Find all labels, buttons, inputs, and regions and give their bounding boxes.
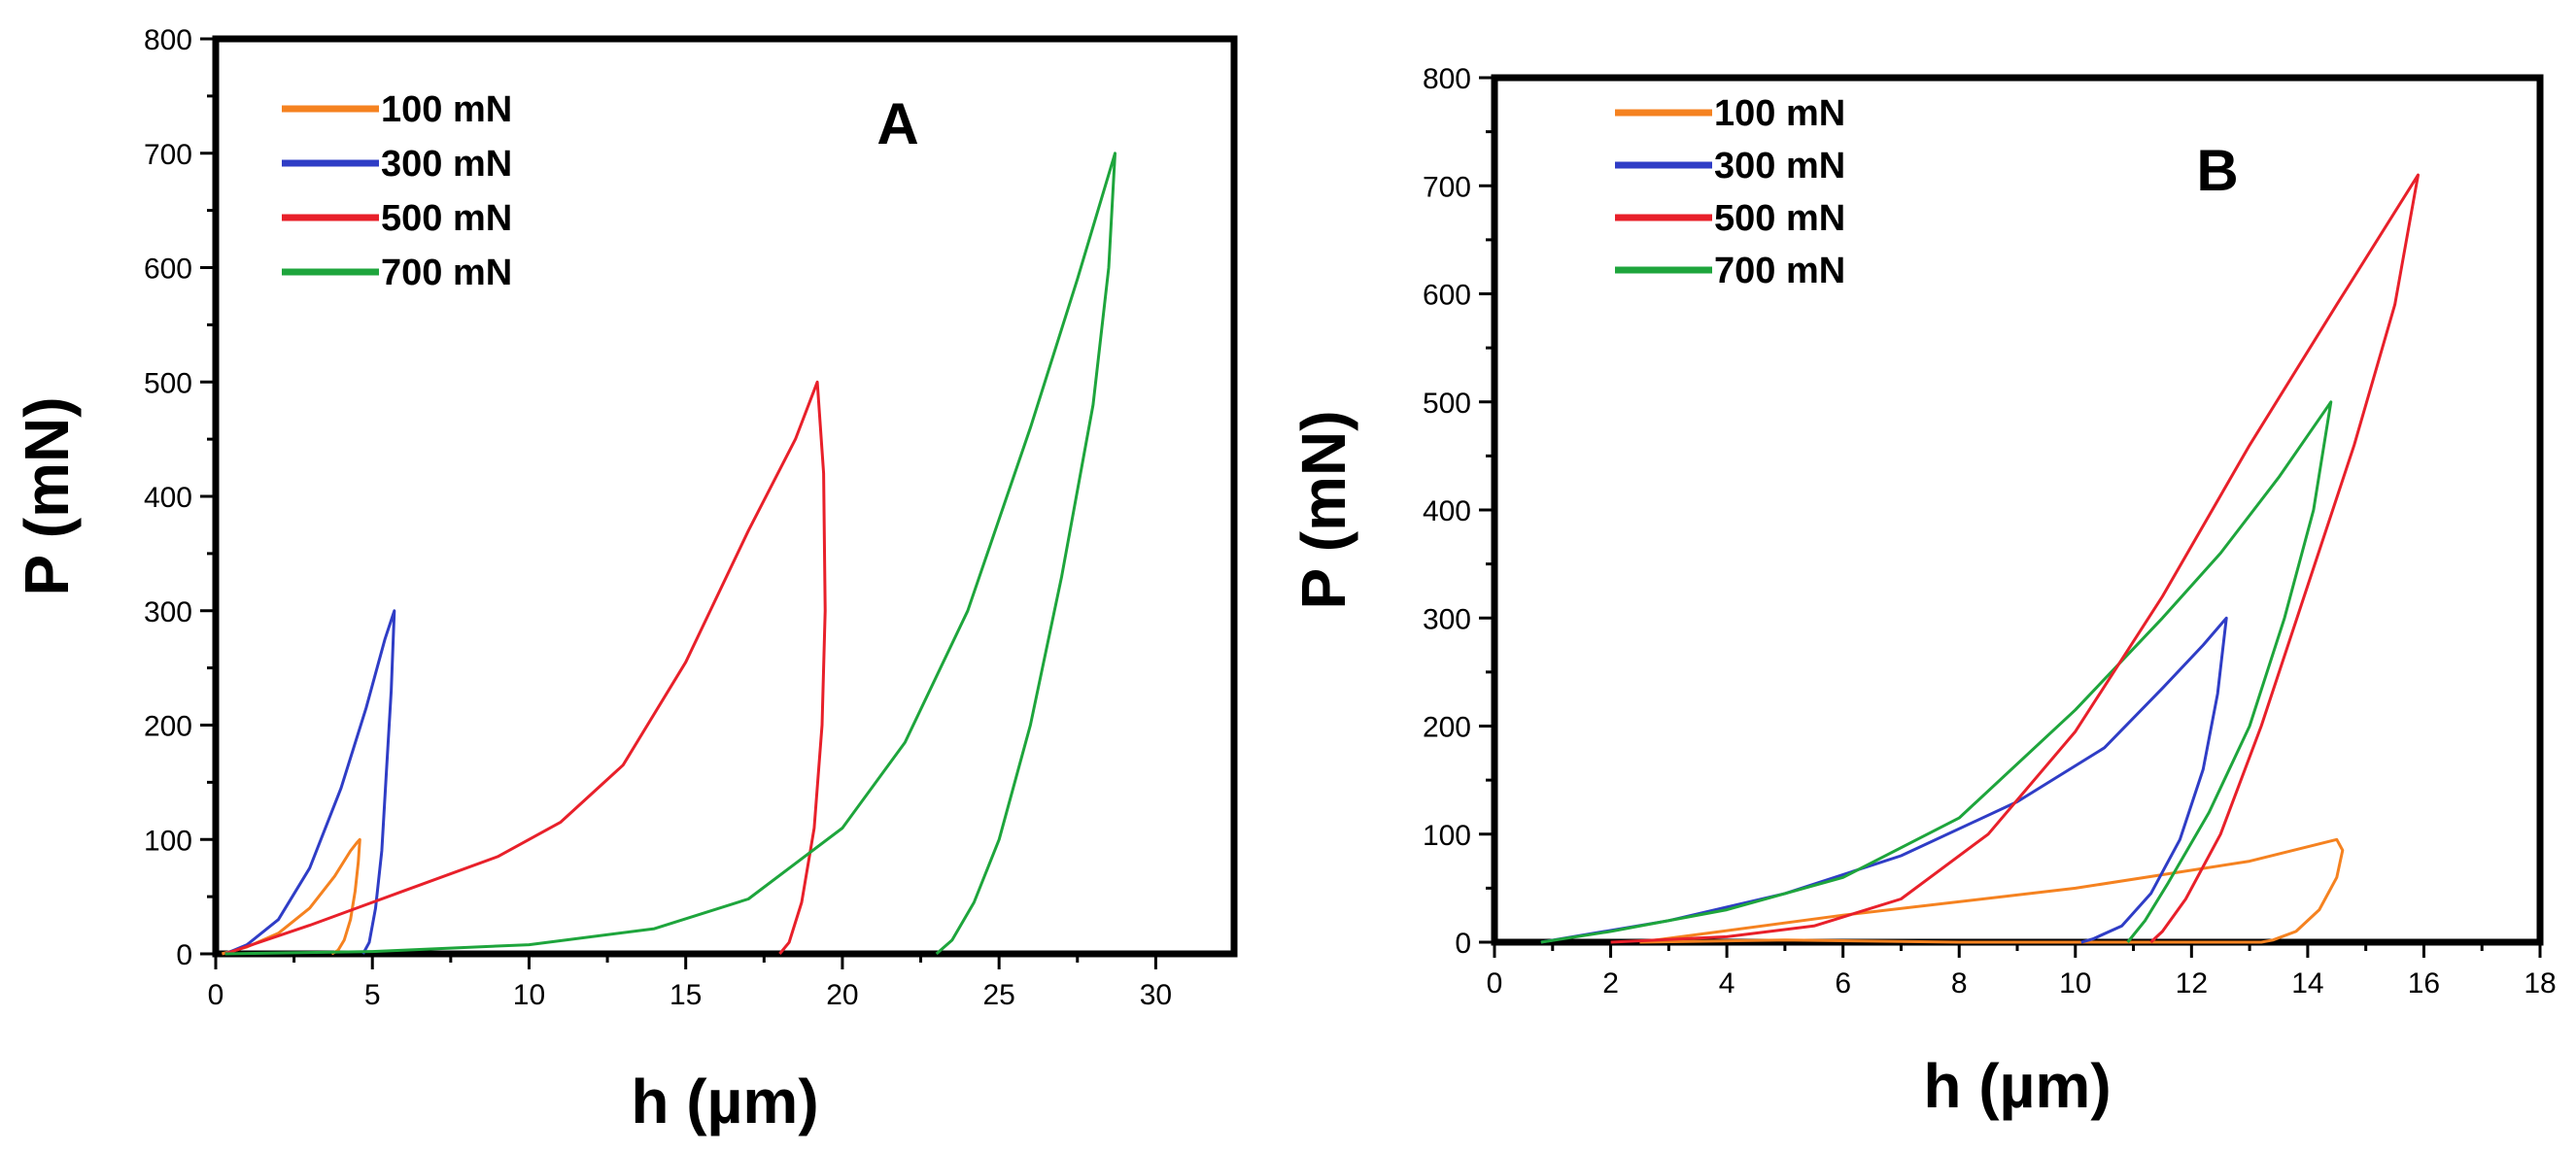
- series-line-100-mn: [1639, 837, 2345, 944]
- y-tick-label: 300: [1423, 603, 1471, 635]
- series-line-700-mn: [224, 152, 1116, 956]
- x-tick-label: 14: [2291, 967, 2323, 1000]
- x-tick-label: 12: [2176, 967, 2208, 1000]
- x-tick-label: 8: [1951, 967, 1968, 1000]
- plot-area-b: [1491, 74, 2544, 946]
- legend-b: 100 mN 300 mN 500 mN 700 mN: [1615, 93, 1845, 291]
- x-tick-label: 30: [1140, 979, 1172, 1011]
- y-tick-label: 200: [144, 711, 192, 743]
- y-tick-label: 500: [1423, 388, 1471, 420]
- panel-label-b: B: [2196, 138, 2238, 203]
- legend-label: 100 mN: [381, 89, 512, 130]
- y-tick-label: 400: [144, 482, 192, 514]
- y-axis-title-b: P (mN): [1288, 410, 1358, 609]
- x-tick-label: 2: [1602, 967, 1619, 1000]
- legend-label: 100 mN: [1714, 93, 1845, 134]
- y-tick-label: 100: [1423, 820, 1471, 852]
- x-tick-label: 0: [208, 979, 224, 1011]
- series-line-700-mn: [1610, 173, 2420, 944]
- chart-panel-b: 0 2 4 6 8 10 12 14 16 18 0 100 200 300 400 500 600 700 800…: [1288, 63, 2557, 1121]
- x-tick-label: 5: [364, 979, 381, 1011]
- y-tick-label: 200: [1423, 712, 1471, 744]
- series-line-100-mn: [222, 837, 361, 956]
- y-tick-label: 300: [144, 596, 192, 628]
- y-tick-label: 600: [1423, 280, 1471, 312]
- x-tick-label: 10: [2059, 967, 2091, 1000]
- y-tick-label: 400: [1423, 495, 1471, 527]
- series-line-300-mn: [224, 609, 396, 956]
- legend-label: 700 mN: [1714, 251, 1845, 291]
- y-tick-label: 0: [1455, 928, 1471, 960]
- legend-label: 300 mN: [381, 144, 512, 185]
- legend-label: 500 mN: [1714, 198, 1845, 239]
- y-tick-label: 800: [144, 24, 192, 56]
- y-tick-label: 100: [144, 825, 192, 857]
- legend-label: 700 mN: [381, 253, 512, 293]
- legend-label: 500 mN: [381, 198, 512, 239]
- x-tick-label: 25: [982, 979, 1014, 1011]
- x-axis-title-a: h (µm): [631, 1067, 818, 1136]
- y-tick-label: 600: [144, 254, 192, 286]
- x-tick-label: 4: [1719, 967, 1735, 1000]
- series-line-300-mn: [1540, 616, 2228, 944]
- x-tick-label: 18: [2524, 967, 2556, 1000]
- legend-label: 300 mN: [1714, 146, 1845, 186]
- x-tick-label: 0: [1487, 967, 1503, 1000]
- y-tick-label: 0: [176, 939, 192, 971]
- x-axis-title-b: h (µm): [1923, 1051, 2111, 1121]
- panel-label-a: A: [876, 91, 918, 156]
- y-tick-label: 800: [1423, 63, 1471, 95]
- x-tick-label: 20: [826, 979, 858, 1011]
- x-tick-label: 16: [2408, 967, 2440, 1000]
- y-tick-label: 700: [144, 139, 192, 171]
- x-tick-label: 15: [670, 979, 702, 1011]
- y-tick-label: 700: [1423, 171, 1471, 203]
- legend-a: 100 mN 300 mN 500 mN 700 mN: [282, 89, 512, 293]
- series-line-500-mn: [1540, 400, 2333, 944]
- axes-b: 0 2 4 6 8 10 12 14 16 18 0 100 200 300 400 500 600 700 800: [1423, 63, 2557, 1000]
- series-group-b: [1540, 173, 2420, 944]
- series-group-a: [222, 152, 1116, 956]
- x-tick-label: 6: [1835, 967, 1851, 1000]
- y-tick-label: 500: [144, 367, 192, 399]
- x-tick-label: 10: [513, 979, 545, 1011]
- plot-area-a: [212, 35, 1238, 958]
- y-axis-title-a: P (mN): [12, 396, 82, 595]
